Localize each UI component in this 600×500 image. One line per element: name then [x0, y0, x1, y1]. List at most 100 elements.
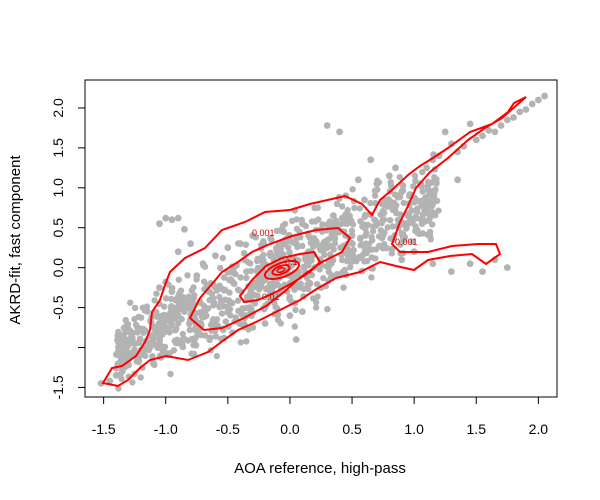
scatter-point — [243, 338, 250, 345]
scatter-point — [244, 258, 252, 266]
scatter-point — [280, 228, 288, 236]
scatter-point — [324, 306, 331, 313]
scatter-point — [357, 242, 364, 249]
scatter-point — [431, 197, 438, 204]
scatter-point — [162, 214, 170, 222]
scatter-point — [254, 292, 261, 300]
scatter-point — [321, 251, 328, 258]
scatter-point — [115, 330, 122, 338]
scatter-point — [308, 257, 315, 264]
x-tick-label: -1.0 — [154, 421, 178, 437]
scatter-point — [329, 272, 336, 279]
scatter-point — [397, 241, 404, 248]
scatter-point — [331, 235, 339, 242]
scatter-point — [389, 223, 396, 230]
scatter-point — [171, 337, 178, 345]
scatter-point — [341, 266, 348, 274]
scatter-point — [312, 218, 319, 225]
scatter-point — [249, 232, 257, 240]
scatter-point — [408, 207, 415, 214]
scatter-point — [273, 247, 280, 254]
scatter-point — [219, 254, 227, 262]
scatter-point — [213, 352, 220, 360]
scatter-point — [173, 325, 180, 333]
scatter-point — [249, 324, 257, 331]
scatter-point — [347, 217, 355, 224]
scatter-point — [331, 240, 339, 247]
x-tick-label: 0.0 — [280, 421, 300, 437]
scatter-point — [425, 210, 432, 218]
scatter-point — [246, 304, 253, 311]
scatter-point — [330, 212, 337, 220]
scatter-point — [212, 252, 219, 260]
scatter-point — [259, 261, 267, 268]
scatter-point — [236, 320, 244, 328]
scatter-point — [118, 368, 126, 375]
scatter-point — [510, 114, 517, 121]
scatter-point — [332, 217, 340, 224]
scatter-point — [357, 234, 364, 242]
y-tick-label: 1.5 — [50, 138, 66, 158]
scatter-point — [293, 216, 300, 223]
scatter-point — [273, 251, 280, 258]
scatter-point — [161, 303, 168, 310]
scatter-point — [367, 156, 375, 164]
scatter-point — [179, 343, 187, 351]
scatter-point — [144, 308, 151, 315]
density-contours — [101, 96, 527, 388]
scatter-points — [97, 92, 548, 392]
scatter-point — [431, 174, 438, 181]
scatter-point — [267, 236, 275, 244]
scatter-point — [337, 244, 344, 251]
scatter-point — [388, 250, 396, 257]
scatter-point — [294, 270, 302, 278]
x-tick-label: -0.5 — [216, 421, 240, 437]
scatter-point — [274, 316, 282, 323]
scatter-point — [150, 323, 157, 330]
scatter-point — [176, 303, 184, 310]
scatter-point — [400, 199, 407, 207]
scatter-point — [316, 266, 323, 273]
scatter-point — [363, 230, 370, 237]
scatter-point — [357, 218, 364, 225]
scatter-point — [423, 164, 430, 172]
scatter-point — [343, 249, 350, 257]
scatter-point — [396, 174, 403, 181]
scatter-point — [143, 344, 151, 351]
scatter-point — [168, 321, 176, 329]
scatter-point — [115, 351, 123, 359]
scatter-point — [368, 274, 375, 281]
contour-0-1 — [263, 259, 301, 281]
scatter-point — [168, 303, 175, 310]
scatter-point — [541, 92, 548, 100]
scatter-point — [299, 308, 306, 315]
scatter-point — [410, 183, 417, 190]
scatter-point — [181, 308, 188, 315]
scatter-point — [230, 280, 238, 287]
y-tick-label: -1.5 — [50, 375, 66, 399]
scatter-point — [362, 246, 369, 253]
scatter-point — [226, 306, 234, 313]
scatter-point — [218, 300, 226, 307]
scatter-point — [155, 320, 163, 327]
scatter-point — [300, 264, 307, 271]
scatter-point — [295, 284, 303, 291]
scatter-point — [371, 192, 379, 199]
scatter-point — [151, 297, 158, 304]
scatter-point — [210, 316, 217, 323]
x-axis-title: AOA reference, high-pass — [234, 460, 406, 477]
scatter-point — [338, 203, 346, 210]
scatter-point — [156, 326, 163, 334]
scatter-point — [121, 325, 128, 333]
scatter-point — [297, 234, 304, 241]
scatter-point — [279, 241, 287, 248]
scatter-point — [308, 271, 316, 279]
contour-label: 0.001 — [395, 237, 418, 247]
scatter-point — [226, 289, 233, 296]
scatter-point — [373, 180, 381, 188]
scatter-point — [234, 286, 242, 293]
scatter-point — [369, 228, 377, 235]
scatter-point — [234, 297, 242, 304]
scatter-point — [371, 187, 379, 194]
